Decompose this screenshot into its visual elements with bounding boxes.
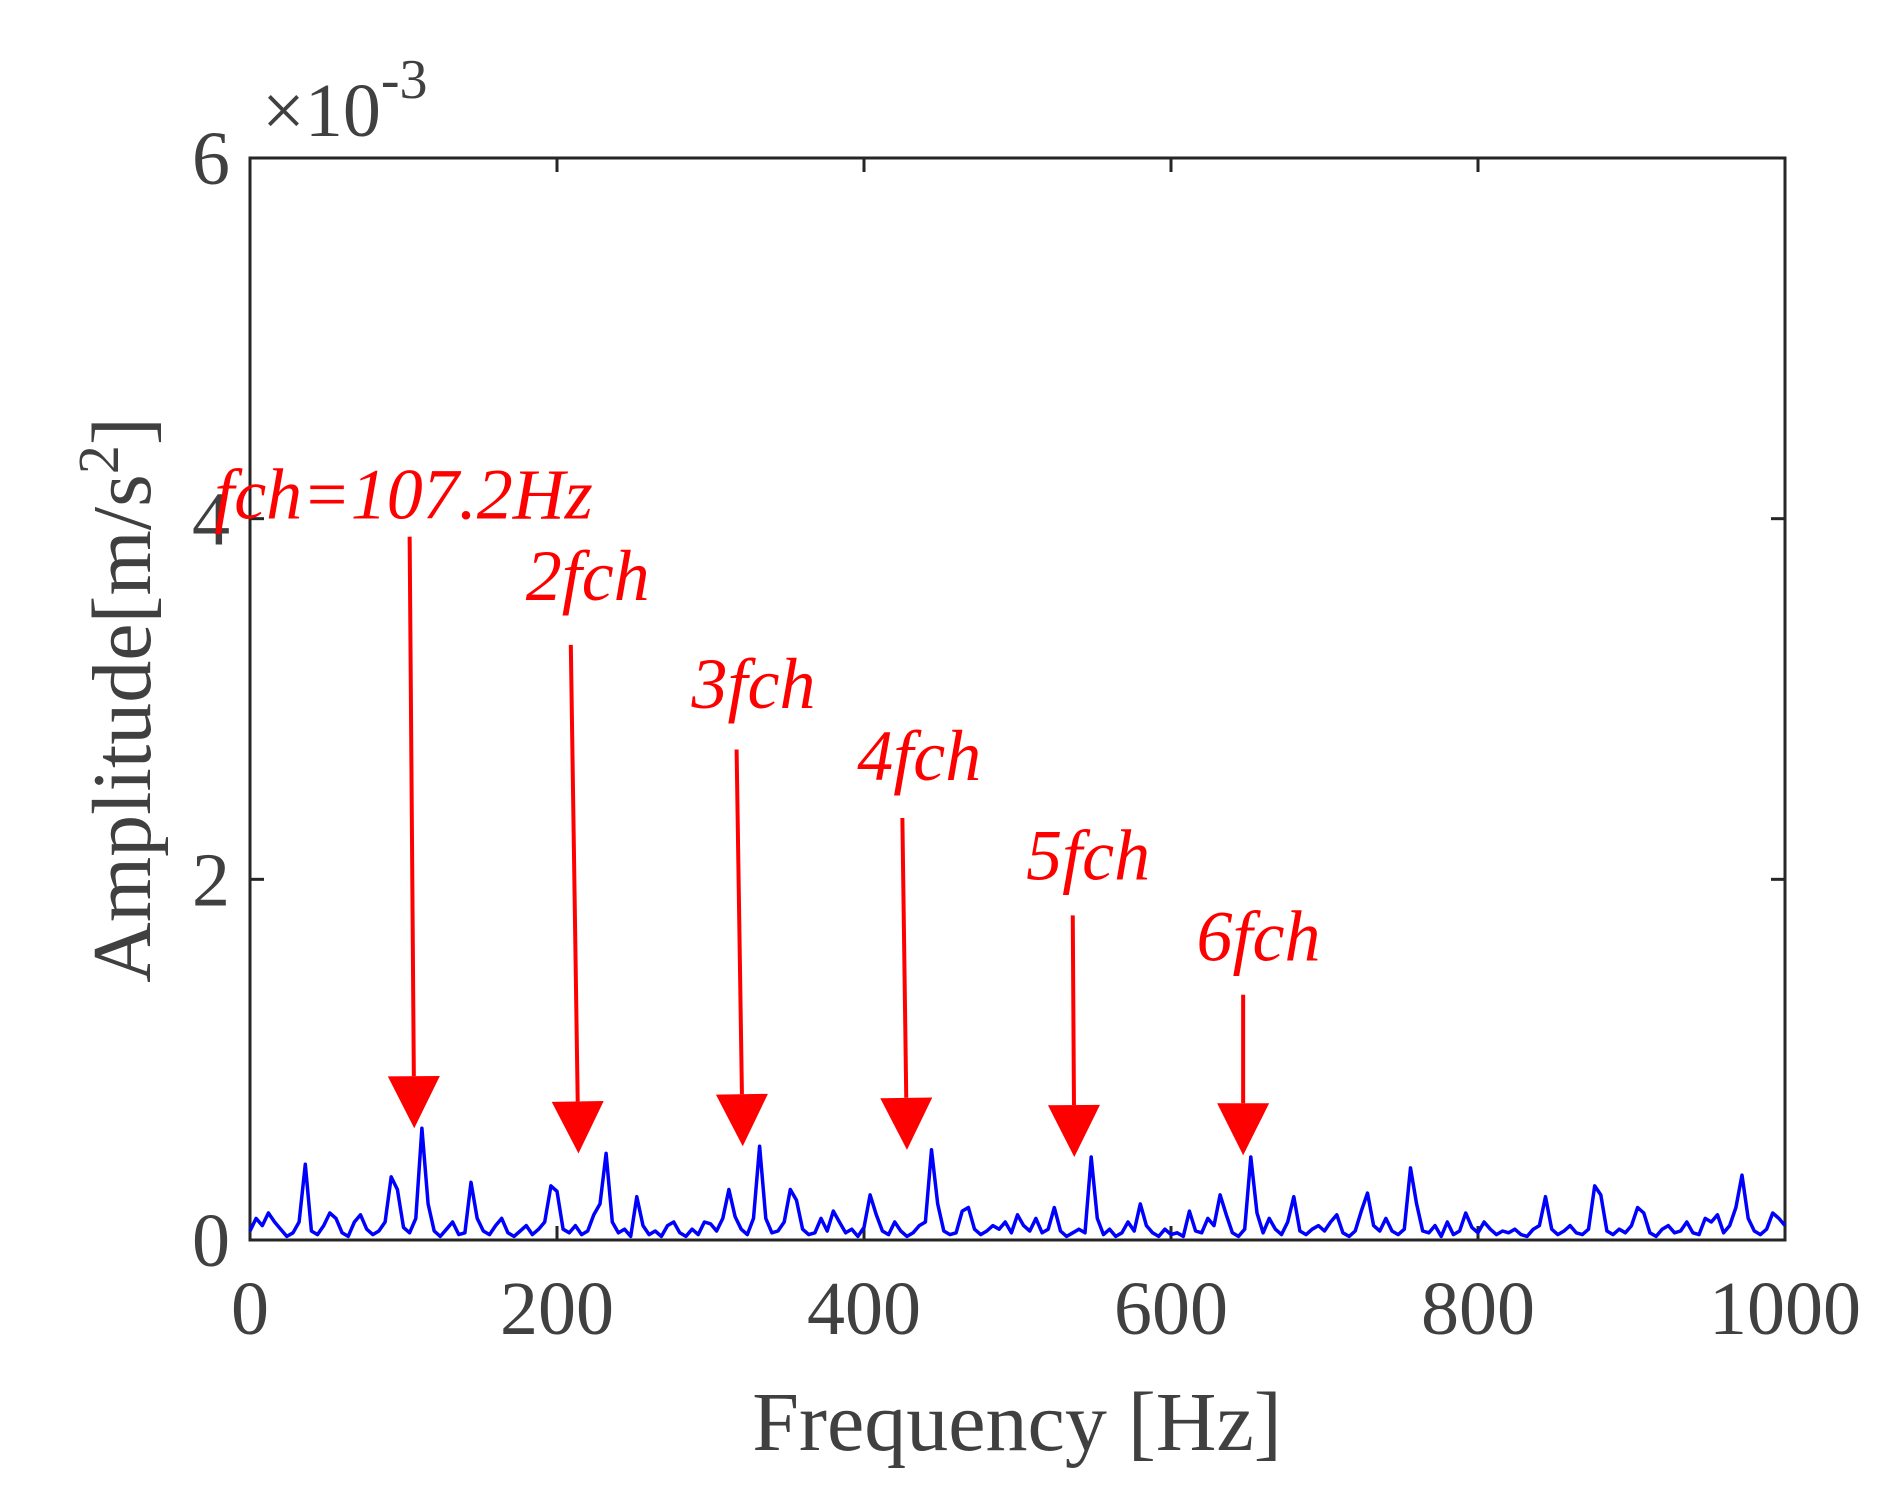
x-ticks: 0 200 400 600 800 1000 (231, 158, 1861, 1351)
y-axis-title-close: ] (76, 417, 169, 445)
annotation-arrow-head (1047, 1104, 1100, 1158)
harmonic-annotation: 5fch (1026, 815, 1150, 1158)
x-tick-label: 1000 (1709, 1267, 1861, 1351)
annotation-arrow-shaft (1070, 915, 1076, 1106)
harmonic-annotation: 3fch (690, 644, 815, 1147)
annotation-arrow-head (715, 1093, 768, 1147)
spectrum-line (248, 1126, 1787, 1239)
annotation-arrow-head (1217, 1103, 1270, 1156)
annotation-label: 4fch (857, 716, 981, 796)
y-axis-title: Amplitude[m/s2] (66, 417, 169, 983)
annotation-arrow-head (387, 1075, 440, 1129)
x-tick-label: 400 (807, 1267, 921, 1351)
annotation-label: 5fch (1026, 815, 1150, 895)
y-tick-label: 6 (192, 117, 230, 201)
harmonic-annotation: fch=107.2Hz (214, 455, 593, 1129)
y-tick-label: 0 (192, 1199, 230, 1283)
annotation-arrow-shaft (407, 536, 416, 1077)
annotation-label: 3fch (690, 644, 815, 724)
x-axis-title: Frequency [Hz] (752, 1376, 1281, 1469)
harmonic-annotation: 4fch (857, 716, 981, 1150)
y-axis-title-main: Amplitude[m/s (76, 474, 169, 983)
annotation-arrow-shaft (568, 644, 580, 1102)
annotation-label: 2fch (526, 536, 650, 616)
annotation-arrow-shaft (900, 817, 909, 1098)
plot-frame (248, 156, 1787, 1242)
y-axis-title-sup: 2 (66, 445, 131, 474)
y-tick-label: 4 (192, 478, 230, 562)
harmonic-annotation: 2fch (526, 536, 650, 1154)
x-tick-label: 600 (1114, 1267, 1228, 1351)
x-tick-label: 800 (1421, 1267, 1535, 1351)
annotation-arrow-head (551, 1101, 604, 1154)
annotation-arrow-shaft (734, 749, 744, 1095)
y-tick-label: 2 (192, 838, 230, 922)
annotation-label: fch=107.2Hz (214, 455, 593, 535)
y-ticks: 0 2 4 6 (192, 117, 1785, 1283)
y-exponent-prefix: ×10 (262, 69, 381, 153)
y-exponent-power: -3 (381, 49, 428, 111)
y-exponent-label: ×10-3 (262, 49, 428, 153)
x-tick-label: 200 (500, 1267, 614, 1351)
annotation-label: 6fch (1197, 896, 1321, 976)
annotation-arrow-head (880, 1097, 933, 1150)
harmonic-annotation: 6fch (1197, 896, 1321, 1156)
x-tick-label: 0 (231, 1267, 269, 1351)
